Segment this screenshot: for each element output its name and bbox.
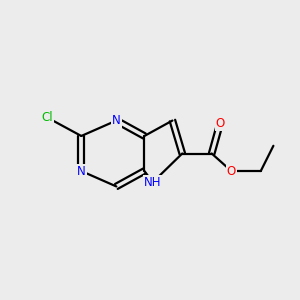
Text: N: N	[112, 114, 121, 127]
Text: NH: NH	[144, 176, 162, 189]
Text: N: N	[77, 164, 86, 178]
Text: O: O	[215, 117, 225, 130]
Text: O: O	[227, 164, 236, 178]
Text: Cl: Cl	[42, 111, 53, 124]
